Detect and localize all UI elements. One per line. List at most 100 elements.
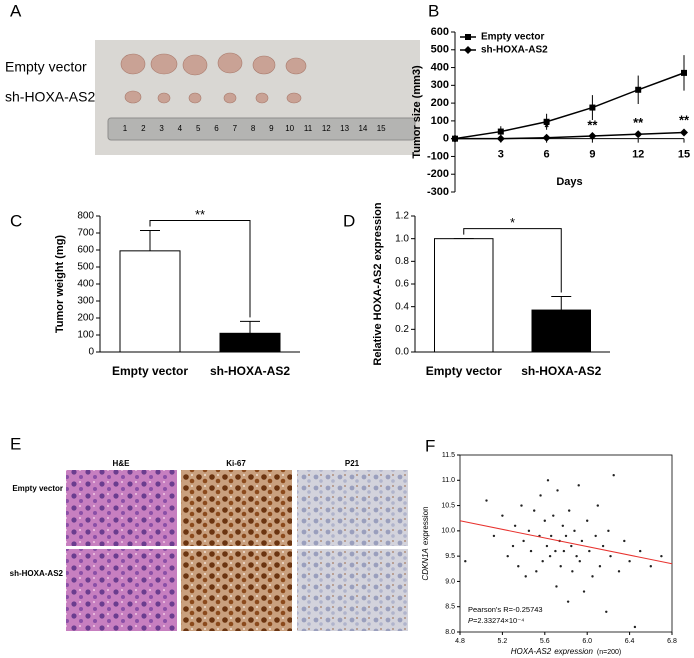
point xyxy=(485,499,488,502)
y-axis-label: Tumor weight (mg) xyxy=(54,235,66,334)
point xyxy=(594,534,597,538)
marker xyxy=(542,133,551,142)
significance: * xyxy=(544,119,550,134)
ruler-number: 9 xyxy=(269,124,274,133)
point xyxy=(552,514,555,517)
marker xyxy=(451,134,459,143)
y-axis-text: expression xyxy=(421,506,430,545)
bar xyxy=(434,238,494,353)
y-tick-label: 100 xyxy=(77,330,94,341)
y-tick-label: 9.5 xyxy=(445,553,455,560)
x-tick-label: sh-HOXA-AS2 xyxy=(521,364,601,378)
column-label: Ki-67 xyxy=(226,459,246,468)
bar xyxy=(219,332,281,353)
y-tick-label: 11.0 xyxy=(442,477,455,484)
x-tick-label: 5.6 xyxy=(540,638,550,645)
y-tick-label: 0 xyxy=(443,133,449,145)
point xyxy=(605,610,608,613)
significance: * xyxy=(510,215,515,230)
point xyxy=(543,519,546,522)
bar xyxy=(119,250,181,353)
point xyxy=(617,570,621,573)
panel-letter: C xyxy=(10,211,22,230)
ruler-number: 2 xyxy=(141,124,146,133)
panel-letter: E xyxy=(10,434,21,453)
point xyxy=(578,560,581,563)
ruler-number: 13 xyxy=(340,124,349,133)
ruler-number: 11 xyxy=(304,124,313,133)
marker xyxy=(680,128,688,137)
p21-image xyxy=(297,470,408,546)
plot-frame xyxy=(459,454,673,633)
ki67-image xyxy=(181,470,292,546)
point xyxy=(541,560,544,563)
ruler-number: 1 xyxy=(123,124,128,133)
x-axis-label: HOXA-AS2 expression (n=200) xyxy=(511,647,621,656)
series-line xyxy=(454,72,685,140)
y-axis-gene: CDKN1A xyxy=(421,548,430,580)
x-tick-label: 9 xyxy=(589,149,595,161)
y-tick-label: 0.8 xyxy=(395,256,409,267)
ruler-number: 15 xyxy=(377,124,386,133)
point xyxy=(607,529,610,533)
ruler-number: 3 xyxy=(159,124,164,133)
significance: ** xyxy=(633,115,644,130)
y-tick-label: 500 xyxy=(77,262,94,273)
point xyxy=(539,494,542,497)
y-axis-label: Relative HOXA-AS2 expression xyxy=(372,202,384,366)
significance: ** xyxy=(195,207,205,222)
point xyxy=(529,549,533,553)
y-tick-label: 1.0 xyxy=(395,233,409,244)
x-axis-label: Days xyxy=(556,176,582,188)
y-tick-label: 600 xyxy=(431,26,449,38)
point xyxy=(545,544,549,548)
x-tick-label: 3 xyxy=(498,149,504,161)
point xyxy=(535,570,538,573)
marker xyxy=(543,118,550,125)
x-tick-label: 5.2 xyxy=(498,638,508,645)
ruler xyxy=(107,117,416,141)
row-label: sh-HOXA-AS2 xyxy=(10,569,64,578)
y-tick-label: 0.4 xyxy=(395,301,409,312)
y-tick-label: -300 xyxy=(427,186,449,198)
point xyxy=(575,554,578,558)
ruler-number: 5 xyxy=(196,124,201,133)
x-tick-label: 15 xyxy=(678,149,690,161)
point xyxy=(639,549,642,553)
point xyxy=(562,549,566,553)
point xyxy=(628,560,631,563)
y-tick-label: 0.2 xyxy=(395,324,409,335)
point xyxy=(649,565,652,568)
point xyxy=(517,565,520,568)
y-tick-label: 8.0 xyxy=(445,629,455,636)
x-tick-label: 4.8 xyxy=(455,638,465,645)
panel-letter: F xyxy=(425,436,435,455)
point xyxy=(564,534,568,538)
x-tick-label: Empty vector xyxy=(112,364,188,378)
point xyxy=(559,565,562,568)
point xyxy=(577,484,580,487)
panel-e-photos xyxy=(66,470,408,631)
y-tick-label: 200 xyxy=(431,97,449,109)
column-label: P21 xyxy=(345,459,360,468)
x-tick-label: 6.8 xyxy=(667,638,677,645)
row-label: Empty vector xyxy=(12,484,63,493)
point xyxy=(464,560,467,563)
panel-letter: A xyxy=(10,1,22,20)
significance-bracket xyxy=(463,228,562,293)
y-tick-label: 400 xyxy=(77,279,94,290)
point xyxy=(511,544,515,548)
x-tick-label: 6 xyxy=(544,149,550,161)
stat-p-value: =2.33274×10⁻⁴ xyxy=(473,616,524,625)
point xyxy=(566,600,570,603)
point xyxy=(492,534,496,538)
point xyxy=(520,504,523,507)
he-image xyxy=(66,470,177,546)
y-tick-label: 11.5 xyxy=(442,452,455,459)
point xyxy=(561,524,565,527)
point xyxy=(567,509,571,512)
y-tick-label: 800 xyxy=(77,211,94,222)
point xyxy=(506,554,509,558)
x-tick-label: Empty vector xyxy=(426,364,502,378)
